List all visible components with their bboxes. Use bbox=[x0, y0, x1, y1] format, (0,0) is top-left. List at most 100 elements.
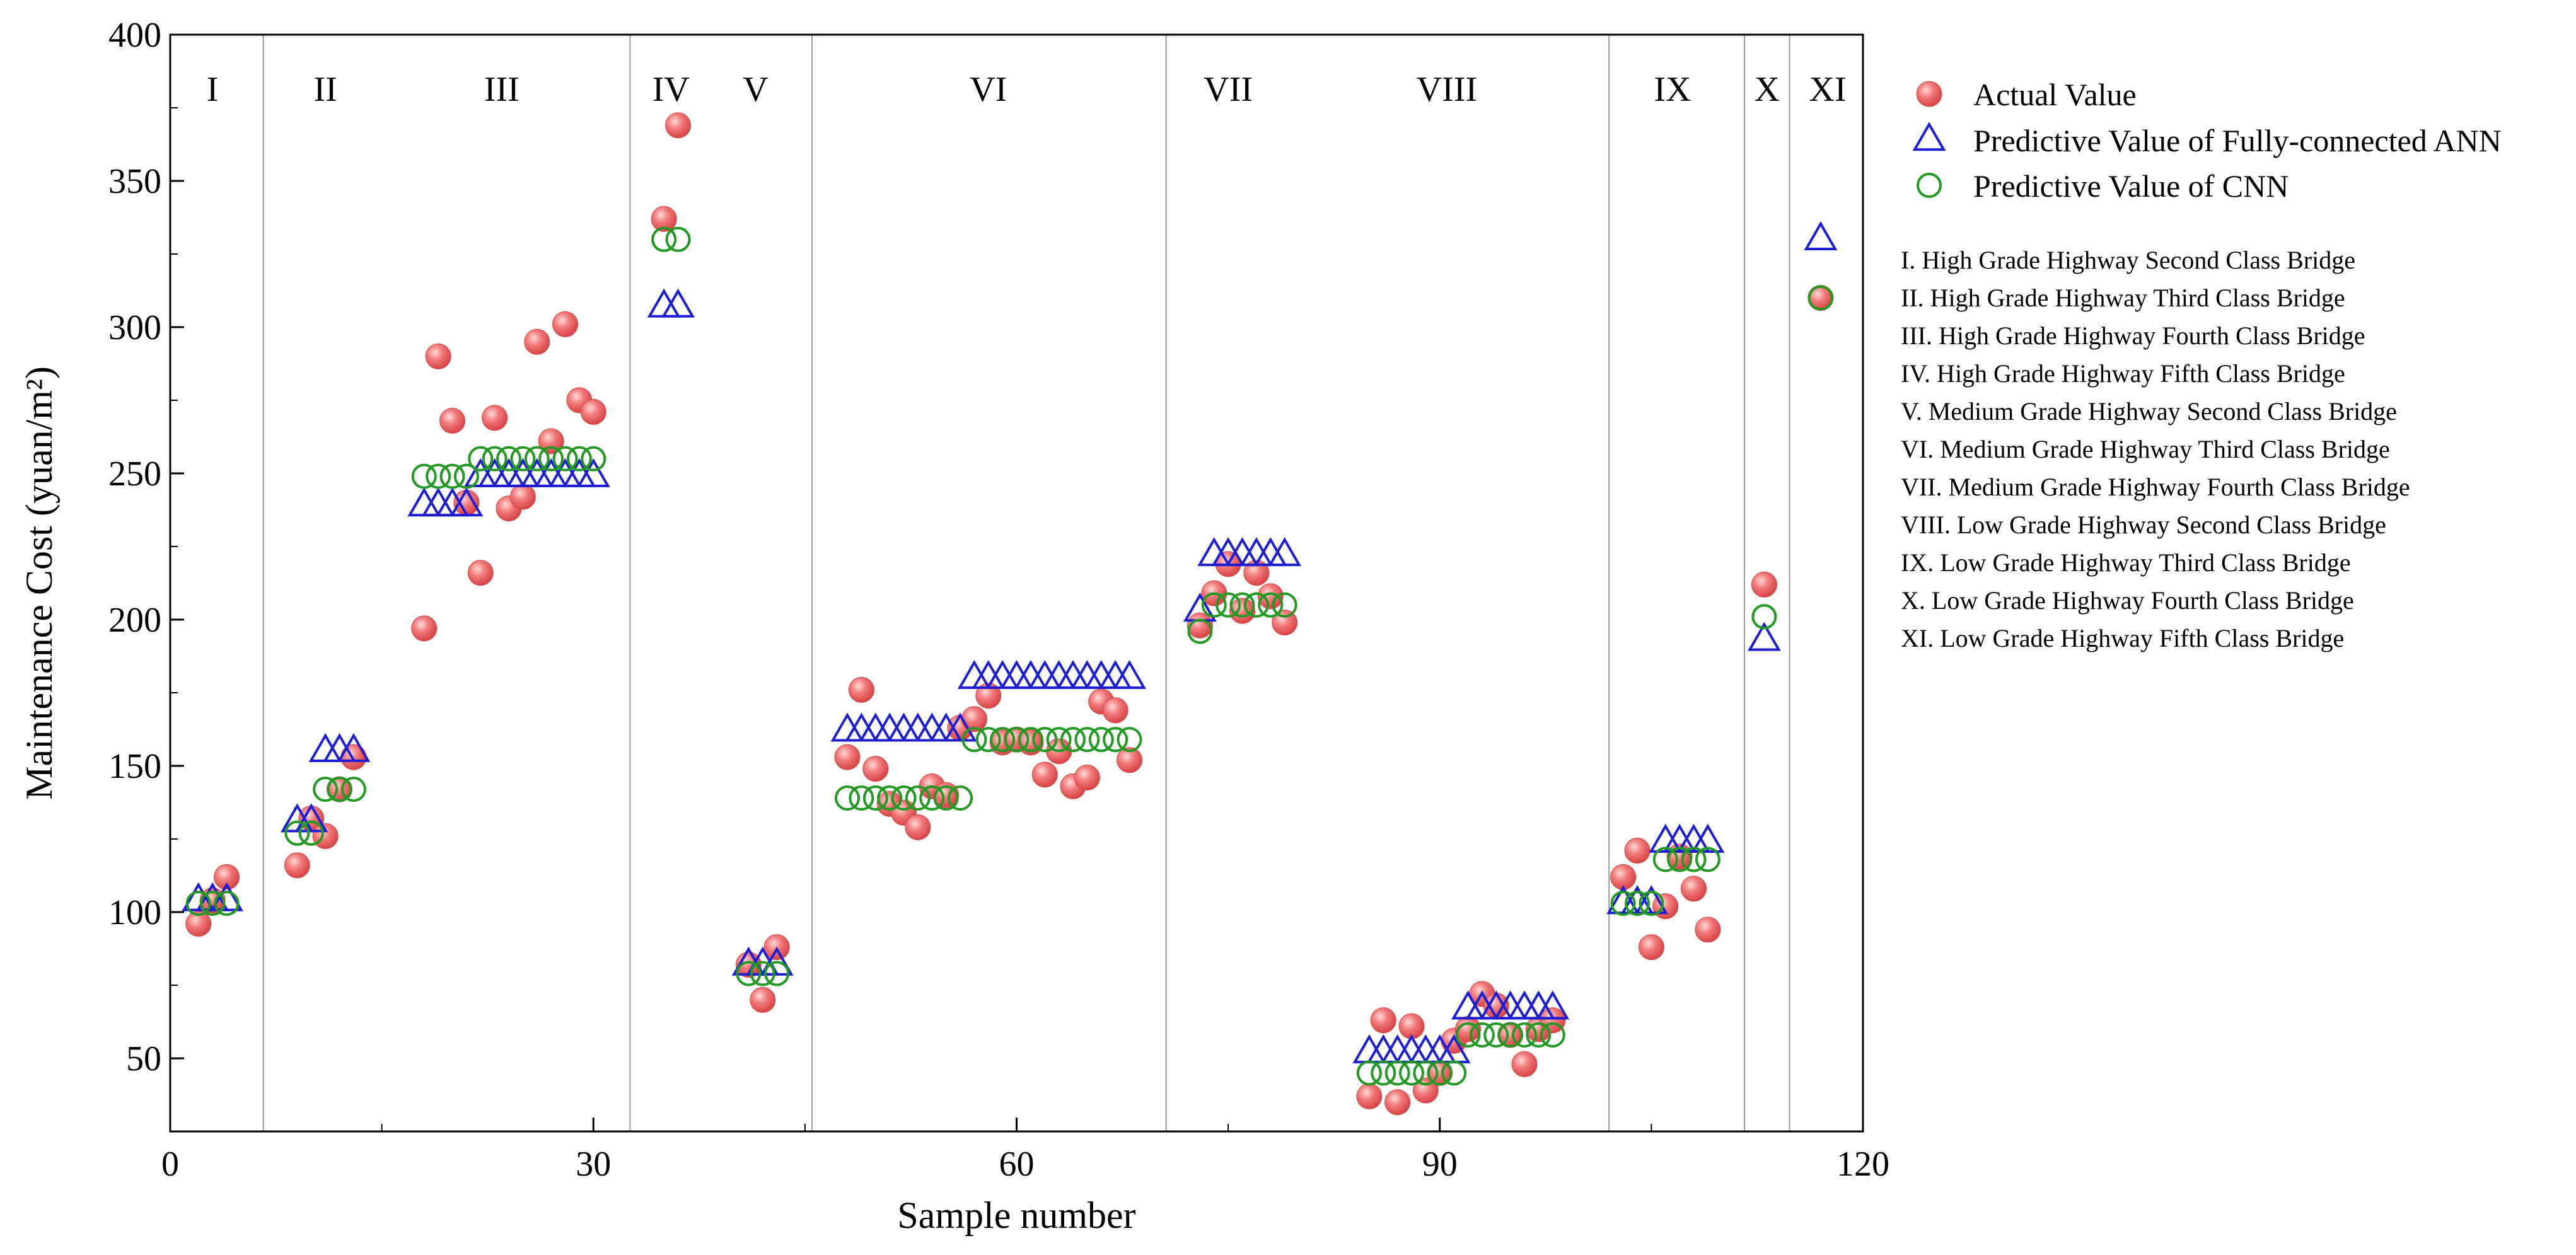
actual-value-point bbox=[312, 823, 339, 849]
actual-value-point bbox=[1356, 1083, 1383, 1109]
cnn-prediction-point bbox=[849, 785, 874, 811]
actual-value-point bbox=[509, 483, 536, 510]
cnn-prediction-point bbox=[835, 785, 860, 811]
ann-prediction-point bbox=[1747, 622, 1781, 651]
ann-prediction-point bbox=[1381, 1034, 1415, 1063]
ann-prediction-point bbox=[661, 288, 695, 318]
ann-prediction-point bbox=[407, 487, 441, 517]
cnn-prediction-point bbox=[1526, 1022, 1552, 1048]
actual-value-point bbox=[1412, 1077, 1439, 1104]
data-series bbox=[182, 112, 1838, 1116]
ann-prediction-point bbox=[1691, 823, 1725, 853]
cnn-prediction-point bbox=[862, 785, 888, 811]
cnn-prediction-point bbox=[1399, 1060, 1424, 1086]
ann-prediction-point bbox=[1804, 221, 1838, 250]
actual-value-point bbox=[1031, 761, 1058, 788]
actual-value-point bbox=[439, 407, 465, 434]
category-note: XI. Low Grade Highway Fifth Class Bridge bbox=[1901, 624, 2344, 652]
ann-prediction-point bbox=[1084, 659, 1118, 689]
actual-value-point bbox=[1638, 934, 1664, 961]
cnn-prediction-point bbox=[552, 446, 578, 471]
category-note: VIII. Low Grade Highway Second Class Bri… bbox=[1901, 511, 2386, 539]
cnn-prediction-point bbox=[411, 463, 437, 489]
x-tick-label: 30 bbox=[576, 1145, 611, 1184]
cnn-prediction-point bbox=[1004, 727, 1030, 753]
x-tick-label: 0 bbox=[161, 1145, 179, 1184]
legend: Actual Value Predictive Value of Fully-co… bbox=[1912, 77, 2502, 204]
actual-value-point bbox=[1117, 747, 1142, 773]
category-note: X. Low Grade Highway Fourth Class Bridge bbox=[1901, 586, 2354, 615]
cnn-prediction-point bbox=[510, 446, 536, 471]
cnn-prediction-point bbox=[214, 891, 240, 917]
cnn-prediction-point bbox=[919, 785, 945, 811]
legend-marker-ann-prediction bbox=[1912, 122, 1946, 151]
y-tick-label: 400 bbox=[108, 16, 161, 55]
y-tick-label: 150 bbox=[108, 747, 161, 786]
cnn-prediction-point bbox=[948, 785, 973, 811]
ann-prediction-point bbox=[1042, 659, 1076, 689]
actual-value-point bbox=[834, 744, 861, 770]
cnn-prediction-point bbox=[1807, 285, 1833, 311]
ann-prediction-point bbox=[1634, 885, 1668, 915]
cnn-prediction-point bbox=[284, 820, 310, 846]
cnn-prediction-point bbox=[1074, 727, 1100, 753]
actual-value-point bbox=[552, 311, 578, 337]
ann-prediction-point bbox=[915, 712, 949, 742]
cnn-prediction-point bbox=[933, 785, 959, 811]
cnn-prediction-point bbox=[1610, 891, 1636, 917]
cnn-prediction-point bbox=[990, 727, 1016, 753]
actual-value-point bbox=[1243, 560, 1270, 586]
cnn-prediction-point bbox=[298, 820, 324, 846]
cnn-prediction-point bbox=[1540, 1022, 1565, 1048]
cnn-prediction-point bbox=[581, 446, 606, 471]
ann-prediction-point bbox=[1395, 1034, 1429, 1063]
ann-prediction-point bbox=[901, 712, 935, 742]
cnn-prediction-point bbox=[736, 961, 762, 986]
ann-prediction-point bbox=[210, 882, 243, 911]
ann-prediction-point bbox=[1113, 659, 1146, 689]
cnn-prediction-point bbox=[200, 891, 226, 917]
actual-value-point bbox=[1681, 876, 1707, 902]
group-label: IX bbox=[1654, 70, 1691, 109]
ann-prediction-point bbox=[873, 712, 907, 742]
actual-value-point bbox=[453, 489, 480, 516]
actual-value-point bbox=[1074, 765, 1100, 791]
actual-value-point bbox=[411, 615, 438, 642]
cnn-prediction-point bbox=[1103, 727, 1128, 753]
group-label: VI bbox=[970, 70, 1007, 109]
category-note: IX. Low Grade Highway Third Class Bridge bbox=[1901, 548, 2351, 577]
y-tick-label: 300 bbox=[108, 308, 161, 347]
ann-prediction-point bbox=[576, 458, 610, 487]
actual-value-point bbox=[651, 205, 677, 232]
cnn-prediction-point bbox=[1088, 727, 1114, 753]
cnn-prediction-point bbox=[750, 961, 775, 986]
group-labels: I II III IV V VI VII VIII IX X XI bbox=[207, 70, 1847, 109]
y-tick-label: 350 bbox=[108, 162, 161, 201]
cnn-prediction-point bbox=[1243, 592, 1269, 618]
cnn-prediction-point bbox=[1215, 592, 1241, 618]
actual-value-point bbox=[665, 112, 691, 139]
cnn-prediction-point bbox=[1018, 727, 1043, 753]
cnn-prediction-point bbox=[185, 891, 211, 917]
group-label: I bbox=[207, 70, 219, 109]
actual-value-point bbox=[750, 986, 776, 1013]
cnn-prediction-point bbox=[1413, 1060, 1439, 1086]
cnn-prediction-point bbox=[764, 961, 790, 986]
group-label: IV bbox=[653, 70, 690, 109]
cnn-prediction-point bbox=[1032, 727, 1058, 753]
cnn-prediction-point bbox=[524, 446, 550, 471]
ann-prediction-point bbox=[1000, 659, 1033, 689]
actual-value-point bbox=[905, 814, 931, 840]
actual-value-point bbox=[1257, 583, 1284, 610]
ann-prediction-series bbox=[182, 221, 1838, 1063]
actual-value-point bbox=[340, 744, 367, 770]
ann-prediction-point bbox=[1070, 659, 1104, 689]
actual-value-point bbox=[467, 560, 494, 586]
ann-prediction-point bbox=[1014, 659, 1048, 689]
x-tick-label: 60 bbox=[999, 1145, 1035, 1184]
actual-value-point bbox=[482, 405, 508, 431]
cnn-prediction-point bbox=[1441, 1060, 1467, 1086]
ann-prediction-point bbox=[421, 487, 455, 517]
ann-prediction-point bbox=[1408, 1034, 1442, 1063]
cnn-prediction-point bbox=[340, 777, 366, 802]
